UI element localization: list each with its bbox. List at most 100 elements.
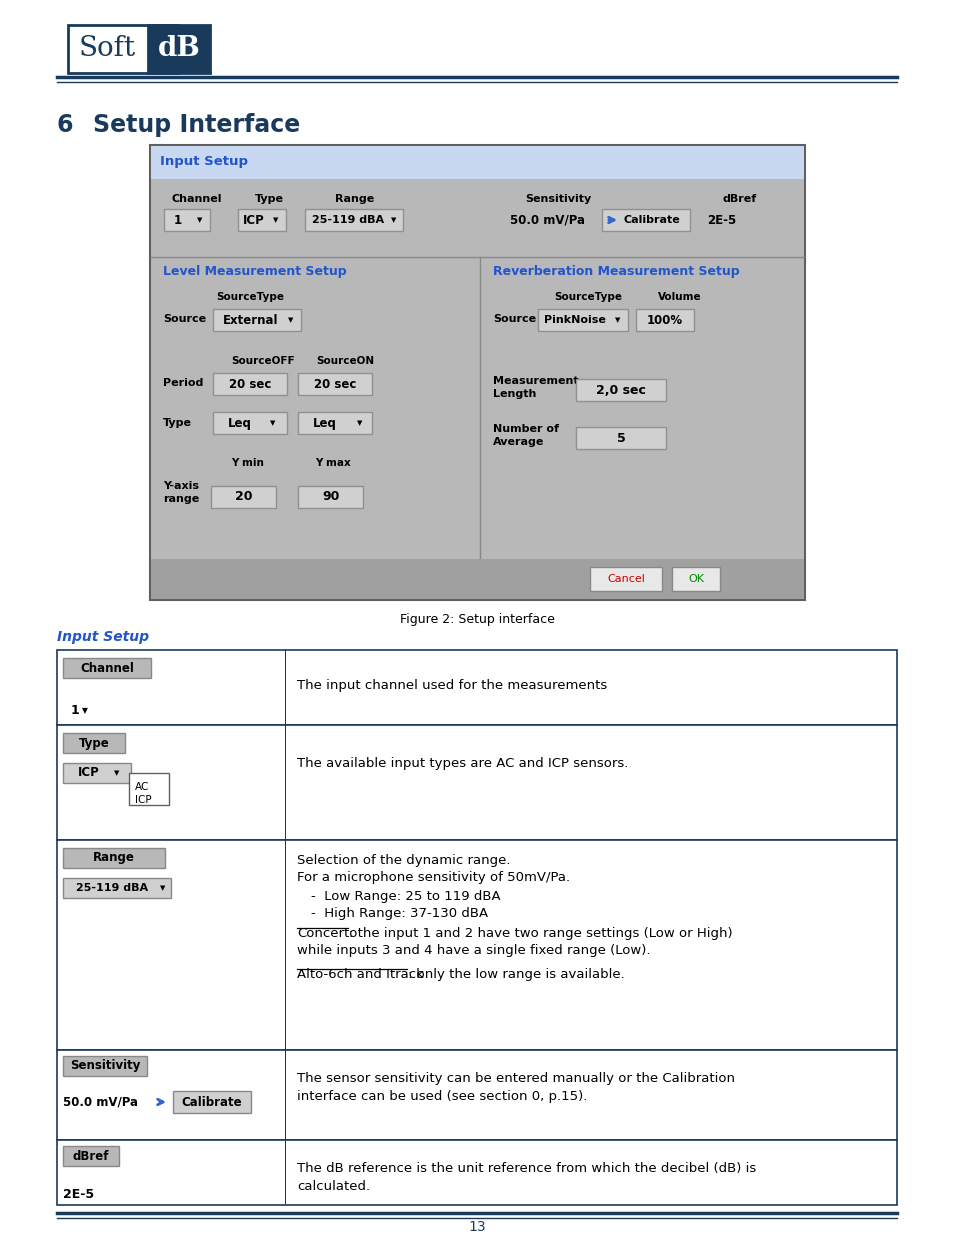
Text: SourceType: SourceType xyxy=(215,291,284,303)
Bar xyxy=(285,725,286,840)
Text: Channel: Channel xyxy=(172,194,222,204)
Text: Type: Type xyxy=(254,194,284,204)
Text: dBref: dBref xyxy=(722,194,757,204)
Bar xyxy=(68,25,178,73)
Text: calculated.: calculated. xyxy=(296,1179,370,1193)
Text: For a microphone sensitivity of 50mV/Pa.: For a microphone sensitivity of 50mV/Pa. xyxy=(296,871,570,884)
Text: interface can be used (see section 0, p.15).: interface can be used (see section 0, p.… xyxy=(296,1091,587,1103)
Bar xyxy=(150,144,804,600)
Text: Soft: Soft xyxy=(78,36,135,63)
Text: External: External xyxy=(223,314,278,326)
Bar xyxy=(576,379,665,401)
Text: The input channel used for the measurements: The input channel used for the measureme… xyxy=(296,678,607,692)
Text: 50.0 mV/Pa: 50.0 mV/Pa xyxy=(63,1095,138,1109)
Bar xyxy=(151,559,803,599)
Text: Sensitivity: Sensitivity xyxy=(524,194,591,204)
Bar xyxy=(151,146,803,179)
Text: 20 sec: 20 sec xyxy=(314,378,355,390)
Text: dB: dB xyxy=(157,36,200,63)
Bar xyxy=(297,487,363,508)
Text: -  High Range: 37-130 dBA: - High Range: 37-130 dBA xyxy=(311,906,488,920)
Text: Length: Length xyxy=(493,389,536,399)
Text: 2,0 sec: 2,0 sec xyxy=(596,384,645,396)
Text: Setup Interface: Setup Interface xyxy=(92,112,300,137)
Bar xyxy=(305,209,402,231)
Text: while inputs 3 and 4 have a single fixed range (Low).: while inputs 3 and 4 have a single fixed… xyxy=(296,944,650,957)
Text: Calibrate: Calibrate xyxy=(181,1095,242,1109)
Text: Input Setup: Input Setup xyxy=(57,630,149,643)
Bar xyxy=(63,734,125,753)
Bar xyxy=(213,373,287,395)
Text: Period: Period xyxy=(163,378,203,388)
Text: ▼: ▼ xyxy=(82,706,88,715)
Text: dBref: dBref xyxy=(72,1150,110,1162)
Bar xyxy=(297,412,372,433)
Text: 25-119 dBA: 25-119 dBA xyxy=(312,215,384,225)
Bar xyxy=(148,25,210,73)
Text: ▼: ▼ xyxy=(357,420,362,426)
Text: Input Setup: Input Setup xyxy=(160,156,248,168)
Text: -  Low Range: 25 to 119 dBA: - Low Range: 25 to 119 dBA xyxy=(311,890,500,903)
Bar xyxy=(57,1140,896,1205)
Text: Calibrate: Calibrate xyxy=(623,215,680,225)
Bar xyxy=(57,840,896,1050)
Text: The sensor sensitivity can be entered manually or the Calibration: The sensor sensitivity can be entered ma… xyxy=(296,1072,734,1086)
Text: Concerto: Concerto xyxy=(296,927,357,940)
Text: OK: OK xyxy=(687,574,703,584)
Bar xyxy=(57,725,896,840)
Text: ▼: ▼ xyxy=(391,217,396,224)
Text: The available input types are AC and ICP sensors.: The available input types are AC and ICP… xyxy=(296,757,628,769)
Text: SourceON: SourceON xyxy=(315,356,374,366)
Text: Measurement: Measurement xyxy=(493,375,578,387)
Bar xyxy=(285,650,286,725)
Bar xyxy=(57,1050,896,1140)
Text: ICP: ICP xyxy=(135,795,152,805)
Text: Figure 2: Setup interface: Figure 2: Setup interface xyxy=(399,614,554,626)
Text: 20 sec: 20 sec xyxy=(229,378,271,390)
Text: ▼: ▼ xyxy=(270,420,275,426)
Text: Reverberation Measurement Setup: Reverberation Measurement Setup xyxy=(493,264,739,278)
Text: Source: Source xyxy=(163,314,206,324)
Text: Volume: Volume xyxy=(658,291,701,303)
Text: 50.0 mV/Pa: 50.0 mV/Pa xyxy=(510,214,584,226)
Text: ▼: ▼ xyxy=(288,317,294,324)
Text: The dB reference is the unit reference from which the decibel (dB) is: The dB reference is the unit reference f… xyxy=(296,1162,756,1174)
Bar xyxy=(285,1050,286,1140)
Text: 2E-5: 2E-5 xyxy=(63,1188,94,1202)
Text: ▼: ▼ xyxy=(273,217,278,224)
Text: 2E-5: 2E-5 xyxy=(706,214,736,226)
Bar xyxy=(211,487,275,508)
Text: Level Measurement Setup: Level Measurement Setup xyxy=(163,264,346,278)
Text: ▼: ▼ xyxy=(160,885,166,890)
Bar xyxy=(213,412,287,433)
Bar xyxy=(297,373,372,395)
Text: Type: Type xyxy=(163,417,192,429)
Bar xyxy=(129,773,169,805)
Text: 100%: 100% xyxy=(646,314,682,326)
Bar xyxy=(636,309,693,331)
Text: 6: 6 xyxy=(57,112,73,137)
Bar xyxy=(63,848,165,868)
Bar xyxy=(601,209,689,231)
Bar xyxy=(57,650,896,725)
Text: Type: Type xyxy=(78,736,110,750)
Text: 1: 1 xyxy=(173,214,182,226)
Text: Average: Average xyxy=(493,437,544,447)
Bar xyxy=(576,427,665,450)
Bar xyxy=(285,1140,286,1205)
Bar xyxy=(172,1091,251,1113)
Text: Y-axis: Y-axis xyxy=(163,480,199,492)
Bar xyxy=(213,309,301,331)
Text: : only the low range is available.: : only the low range is available. xyxy=(408,968,624,981)
Text: ▼: ▼ xyxy=(197,217,202,224)
Text: Number of: Number of xyxy=(493,424,558,433)
Text: 1: 1 xyxy=(71,704,80,718)
Text: Cancel: Cancel xyxy=(606,574,644,584)
Bar xyxy=(589,567,661,592)
Text: 5: 5 xyxy=(616,431,625,445)
Text: AC: AC xyxy=(135,782,150,792)
Bar xyxy=(63,878,171,898)
Text: 90: 90 xyxy=(322,490,339,504)
Bar xyxy=(537,309,627,331)
Text: ▼: ▼ xyxy=(615,317,620,324)
